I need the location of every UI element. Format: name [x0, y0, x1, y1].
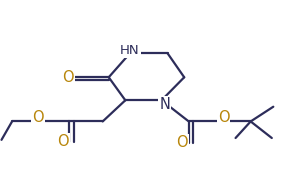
- Text: HN: HN: [120, 44, 140, 56]
- Text: O: O: [57, 134, 69, 149]
- Text: O: O: [218, 110, 229, 125]
- Text: O: O: [176, 135, 188, 150]
- Text: O: O: [62, 70, 74, 85]
- Text: O: O: [32, 110, 43, 125]
- Text: N: N: [159, 97, 170, 112]
